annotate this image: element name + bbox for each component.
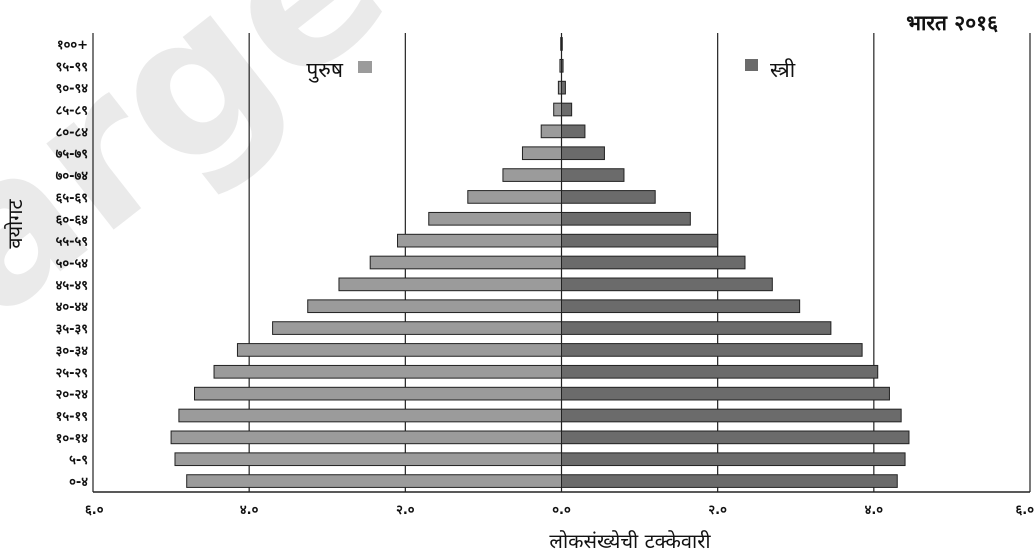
bar-female-100+ [561,37,563,51]
bar-male-0-4 [186,474,562,488]
y-tick-label-55-59: ५५-५९ [56,235,88,250]
bar-male-15-19 [178,408,562,423]
legend-female-label: स्त्री [770,58,796,82]
chart-title: भारत २०१६ [906,11,998,35]
x-axis-label: लोकसंख्येची टक्केवारी [549,529,711,553]
x-tick-label-0: ६.० [85,503,104,518]
bar-male-30-34 [236,343,562,357]
y-tick-label-100+: १००+ [57,38,88,53]
legend-female: स्त्री [745,58,796,82]
legend-male-label: पुरुष [306,58,343,83]
bars [170,37,910,488]
bar-male-35-39 [272,321,562,335]
bar-female-35-39 [561,321,832,335]
bar-female-55-59 [561,233,719,248]
bar-male-55-59 [397,233,562,248]
y-tick-label-70-74: ७०-७४ [56,169,89,184]
x-tick-label-1: ४.० [240,503,259,518]
watermark: Target [0,0,503,429]
bar-male-20-24 [194,386,562,401]
y-tick-label-80-84: ८०-८४ [56,125,89,140]
legend-female-swatch [745,59,758,71]
bar-female-85-89 [561,102,573,117]
x-tick-label-2: २.० [396,503,415,518]
bar-male-80-84 [540,124,562,139]
bar-female-65-69 [561,190,656,204]
bar-female-20-24 [561,386,890,401]
bar-female-75-79 [561,146,605,161]
bar-female-60-64 [561,211,691,226]
x-tick-label-3: ०.० [552,503,571,518]
bar-male-5-9 [174,452,563,467]
bar-female-0-4 [561,474,898,488]
y-tick-label-15-19: १५-१९ [56,410,88,425]
bar-male-25-29 [213,364,562,379]
bar-male-50-54 [369,255,562,270]
bar-female-25-29 [561,364,879,379]
y-tick-label-40-44: ४०-४४ [56,300,89,315]
y-tick-label-35-39: ३५-३९ [56,322,88,337]
y-axis-label: वयोगट [3,198,27,248]
bar-male-40-44 [307,299,562,314]
y-tick-label-95-99: ९५-९९ [56,60,88,75]
bar-female-45-49 [561,277,773,292]
bar-male-65-69 [467,190,562,204]
bar-male-70-74 [502,168,562,182]
y-tick-label-30-34: ३०-३४ [56,344,89,359]
y-tick-label-25-29: २५-२९ [56,366,88,381]
y-tick-label-90-94: ९०-९४ [56,82,89,97]
x-tick-label-6: ६.० [1016,503,1034,518]
legend-male-swatch [358,61,372,73]
y-tick-label-65-69: ६५-६९ [56,191,88,206]
bar-female-5-9 [561,452,906,467]
y-tick-label-10-14: १०-१४ [56,431,89,446]
y-tick-label-60-64: ६०-६४ [56,213,89,228]
y-tick-label-0-4: ०-४ [69,475,88,490]
bar-female-80-84 [561,124,586,139]
bar-female-40-44 [561,299,801,314]
bar-male-85-89 [553,102,562,117]
bar-female-50-54 [561,255,746,270]
bar-male-75-79 [521,146,562,161]
x-tick-label-4: २.० [708,503,727,518]
bar-male-45-49 [338,277,562,292]
bar-female-10-14 [561,430,910,445]
bar-male-10-14 [170,430,562,445]
bar-female-15-19 [561,408,902,423]
y-tick-label-85-89: ८५-८९ [56,104,88,119]
x-tick-label-5: ४.० [865,503,884,518]
y-tick-label-5-9: ५-९ [69,453,88,468]
bar-female-30-34 [561,343,863,357]
y-tick-labels: ०-४ ५-९ १०-१४ १५-१९ २०-२४ २५-२९ ३०-३४ ३५-३९ ४०-४… [56,38,89,490]
bar-female-95-99 [561,58,564,73]
bar-male-60-64 [428,211,562,226]
bar-female-70-74 [561,168,625,182]
y-tick-label-45-49: ४५-४९ [56,278,88,293]
y-tick-label-50-54: ५०-५४ [56,257,89,272]
y-tick-label-20-24: २०-२४ [56,388,89,403]
bar-female-90-94 [561,80,566,95]
y-tick-label-75-79: ७५-७९ [56,147,88,162]
legend-male: पुरुष [306,58,372,83]
x-tick-labels: ६.० ४.० २.० ०.० २.० ४.० ६.० [85,503,1034,518]
